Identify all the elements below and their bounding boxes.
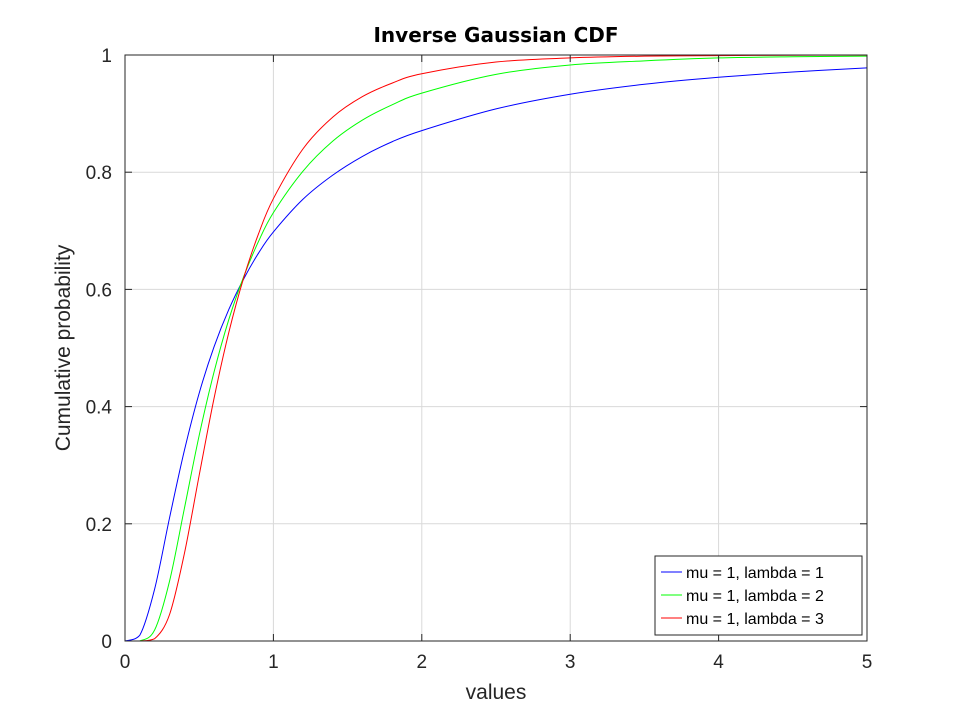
- x-tick-label: 0: [120, 652, 131, 673]
- axis-ticks: [124, 54, 868, 642]
- x-tick-label: 1: [268, 652, 279, 673]
- legend: mu = 1, lambda = 1 mu = 1, lambda = 2 mu =…: [654, 555, 863, 636]
- x-tick-labels: 0 1 2 3 4 5: [120, 652, 873, 673]
- legend-label-2: mu = 1, lambda = 2: [686, 588, 824, 605]
- y-tick-labels: 0 0.2 0.4 0.6 0.8 1: [86, 46, 113, 653]
- y-tick-label: 0.4: [86, 398, 113, 419]
- y-tick-label: 0.8: [86, 163, 112, 184]
- x-tick-label: 4: [713, 652, 724, 673]
- x-axis-label: values: [466, 681, 527, 704]
- y-tick-label: 1: [101, 46, 112, 67]
- x-tick-label: 2: [417, 652, 428, 673]
- legend-label-3: mu = 1, lambda = 3: [686, 611, 824, 628]
- series-lines: [124, 54, 868, 642]
- plot-frame: [124, 54, 868, 642]
- y-tick-label: 0.6: [86, 280, 112, 301]
- y-tick-label: 0: [101, 632, 112, 653]
- y-tick-label: 0.2: [86, 515, 112, 536]
- plot-area: [125, 55, 867, 641]
- series-line-2: [124, 55, 868, 642]
- y-axis-label: Cumulative probability: [52, 244, 75, 451]
- series-line-3: [124, 54, 868, 642]
- series-line-1: [124, 67, 868, 642]
- legend-box: [654, 555, 863, 636]
- grid-lines: [125, 55, 867, 641]
- x-tick-label: 5: [862, 652, 873, 673]
- chart-title: Inverse Gaussian CDF: [373, 23, 618, 47]
- legend-label-1: mu = 1, lambda = 1: [686, 565, 824, 582]
- x-tick-label: 3: [565, 652, 576, 673]
